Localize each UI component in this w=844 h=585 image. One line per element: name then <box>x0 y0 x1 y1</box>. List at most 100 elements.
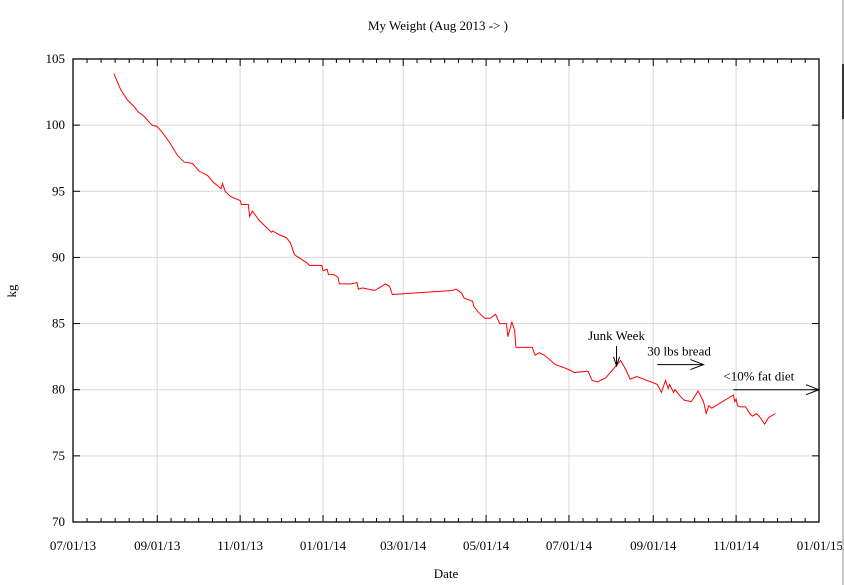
data-point <box>464 298 465 299</box>
data-point <box>680 396 681 397</box>
data-point <box>473 306 474 307</box>
data-point <box>506 323 507 324</box>
data-point <box>673 392 674 393</box>
data-point <box>698 391 699 392</box>
data-point <box>477 311 478 312</box>
data-point <box>626 369 627 370</box>
data-point <box>574 372 575 373</box>
y-tick-label: 85 <box>52 316 65 331</box>
data-point <box>177 155 178 156</box>
data-point <box>539 352 540 353</box>
data-point <box>279 234 280 235</box>
data-point <box>306 262 307 263</box>
data-point <box>207 175 208 176</box>
data-point <box>456 289 457 290</box>
y-tick-label: 105 <box>46 51 66 66</box>
data-point <box>252 211 253 212</box>
data-point <box>113 73 114 74</box>
y-tick-label: 80 <box>52 382 65 397</box>
chart-title: My Weight (Aug 2013 -> ) <box>368 18 508 33</box>
data-point <box>511 322 512 323</box>
data-point <box>691 401 692 402</box>
data-point <box>157 126 158 127</box>
data-point <box>134 106 135 107</box>
data-point <box>286 237 287 238</box>
data-point <box>184 162 185 163</box>
annotation-label: 30 lbs bread <box>647 344 711 359</box>
data-point <box>532 347 533 348</box>
data-point <box>566 368 567 369</box>
data-point <box>127 100 128 101</box>
x-tick-label: 09/01/14 <box>630 538 677 553</box>
data-point <box>389 286 390 287</box>
data-point <box>351 283 352 284</box>
x-tick-label: 11/01/14 <box>713 538 759 553</box>
data-point <box>761 420 762 421</box>
data-point <box>120 89 121 90</box>
data-point <box>745 406 746 407</box>
x-tick-label: 07/01/14 <box>546 538 593 553</box>
data-point <box>734 401 735 402</box>
data-point <box>555 364 556 365</box>
y-tick-label: 90 <box>52 249 65 264</box>
data-point <box>515 347 516 348</box>
data-point <box>736 398 737 399</box>
data-point <box>271 232 272 233</box>
data-point <box>733 395 734 396</box>
data-point <box>294 254 295 255</box>
data-point <box>392 294 393 295</box>
data-point <box>620 360 621 361</box>
data-point <box>461 293 462 294</box>
y-axis-label: kg <box>4 284 19 298</box>
data-point <box>356 282 357 283</box>
data-point <box>151 125 152 126</box>
data-point <box>535 355 536 356</box>
data-point <box>452 290 453 291</box>
y-tick-labels: 70 75 80 85 90 95 100 105 <box>46 51 66 529</box>
x-tick-label: 09/01/13 <box>134 538 180 553</box>
data-point <box>248 204 249 205</box>
x-tick-label: 11/01/13 <box>217 538 263 553</box>
data-point <box>337 277 338 278</box>
data-point <box>268 229 269 230</box>
annotation-label: Junk Week <box>588 328 645 343</box>
plot-frame <box>72 58 820 523</box>
data-point <box>484 318 485 319</box>
data-point <box>259 220 260 221</box>
y-tick-label: 75 <box>52 448 65 463</box>
data-point <box>309 265 310 266</box>
data-point <box>222 183 223 184</box>
data-point <box>272 230 273 231</box>
data-point <box>756 413 757 414</box>
data-point <box>333 274 334 275</box>
data-point <box>138 111 139 112</box>
data-point <box>192 163 193 164</box>
data-point <box>328 274 329 275</box>
data-point <box>592 380 593 381</box>
data-point <box>544 355 545 356</box>
data-point <box>225 191 226 192</box>
data-point <box>703 401 704 402</box>
x-tick-label: 05/01/14 <box>463 538 510 553</box>
data-point <box>374 290 375 291</box>
data-point <box>740 406 741 407</box>
scrollbar-track[interactable] <box>842 0 844 585</box>
scrollbar-thumb[interactable] <box>842 64 844 119</box>
data-point <box>503 323 504 324</box>
data-point <box>240 200 241 201</box>
data-point <box>528 347 529 348</box>
grid-lines <box>73 59 819 522</box>
data-point <box>669 384 670 385</box>
data-point <box>706 413 707 414</box>
data-point <box>358 289 359 290</box>
data-point <box>668 388 669 389</box>
data-point <box>752 416 753 417</box>
data-point <box>265 227 266 228</box>
data-point <box>199 171 200 172</box>
weight-points <box>113 73 776 425</box>
data-point <box>230 196 231 197</box>
data-point <box>221 188 222 189</box>
x-axis-label: Date <box>434 566 459 581</box>
